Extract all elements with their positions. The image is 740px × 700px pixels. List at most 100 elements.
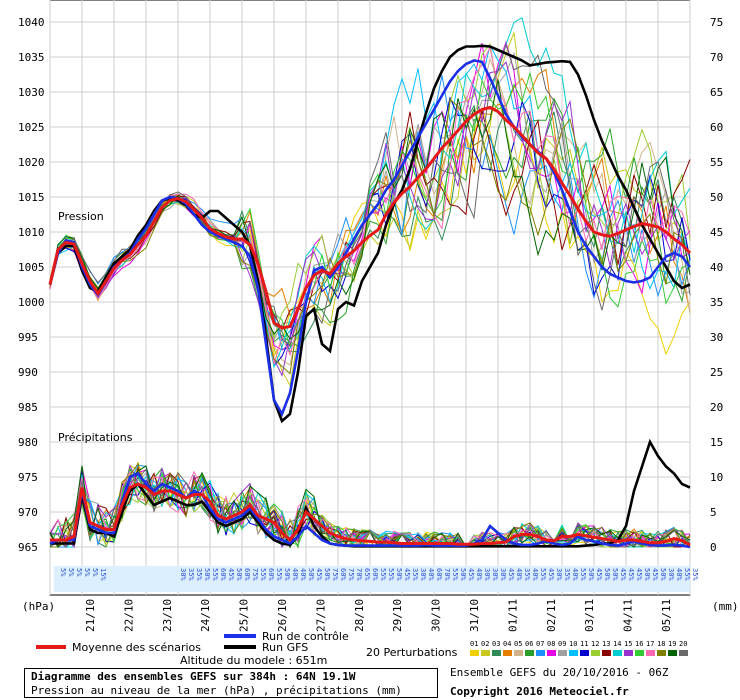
left-tick-label: 985	[18, 401, 38, 414]
x-tick-label: 28/10	[353, 599, 366, 632]
precip-probability: 5%	[83, 568, 91, 577]
perturbation-id: 17	[646, 640, 654, 648]
left-tick-label: 1010	[18, 226, 45, 239]
legend-perturbations-label: 20 Perturbations	[366, 646, 458, 659]
precip-probability: 65%	[363, 568, 371, 581]
precip-probability: 45%	[507, 568, 515, 581]
precip-probability: 60%	[339, 568, 347, 581]
x-axis-ticks: 21/10 22/10 23/10 24/10 25/10 26/10 27/10 28/10…	[84, 599, 673, 632]
perturbation-swatch	[580, 650, 589, 656]
precip-probability: 50%	[323, 568, 331, 581]
legend-gfs-label: Run GFS	[262, 641, 308, 654]
perturbation-id: 14	[613, 640, 621, 648]
perturbation-id: 11	[580, 640, 588, 648]
series-pressure-line	[48, 59, 692, 418]
perturbation-swatch	[569, 650, 578, 656]
precip-probability: 45%	[467, 568, 475, 581]
perturbation-color-legend: 01 02 03 04 05 06 07 08 09 10 11 12 13 14 15 16 17 18 19 20	[470, 640, 688, 656]
x-tick-label: 03/11	[583, 599, 596, 632]
perturbation-swatch	[602, 650, 611, 656]
perturbation-swatch	[514, 650, 523, 656]
perturbation-swatch	[558, 650, 567, 656]
precip-probability: 55%	[387, 568, 395, 581]
precip-probability: 30%	[555, 568, 563, 581]
precip-probability: 40%	[675, 568, 683, 581]
precip-probability: 40%	[427, 568, 435, 581]
perturbation-id: 04	[503, 640, 511, 648]
precip-probability: 50%	[203, 568, 211, 581]
precip-probability: 70%	[443, 568, 451, 581]
right-tick-label: 20	[710, 401, 723, 414]
perturbation-id: 12	[591, 640, 599, 648]
perturbation-id: 07	[536, 640, 544, 648]
left-tick-label: 1040	[18, 16, 45, 29]
precip-section-label: Précipitations	[58, 431, 133, 444]
left-tick-label: 975	[18, 471, 38, 484]
x-tick-label: 05/11	[660, 599, 673, 632]
title-box: Diagramme des ensembles GEFS sur 384h : …	[24, 668, 438, 698]
pressure-section-label: Pression	[58, 210, 104, 223]
left-tick-label: 1020	[18, 156, 45, 169]
x-tick-label: 24/10	[199, 599, 212, 632]
precip-probability: 55%	[451, 568, 459, 581]
ensemble-run-info: Ensemble GEFS du 20/10/2016 - 06Z	[450, 666, 669, 679]
right-tick-label: 45	[710, 226, 723, 239]
precip-probability: 50%	[235, 568, 243, 581]
precip-probability: 35%	[187, 568, 195, 581]
precip-probability: 55%	[259, 568, 267, 581]
perturbation-swatch	[525, 650, 534, 656]
perturbation-id: 03	[492, 640, 500, 648]
precip-probability: 40%	[291, 568, 299, 581]
perturbation-id: 13	[602, 640, 610, 648]
perturbation-id: 15	[624, 640, 632, 648]
series-precip-line	[50, 482, 691, 547]
left-tick-label: 1015	[18, 191, 45, 204]
precip-probability: 35%	[691, 568, 699, 581]
perturbation-swatch	[624, 650, 633, 656]
x-tick-label: 04/11	[622, 599, 635, 632]
right-tick-label: 5	[710, 506, 717, 519]
precip-probability: 45%	[547, 568, 555, 581]
left-tick-label: 980	[18, 436, 38, 449]
left-tick-label: 1030	[18, 86, 45, 99]
x-tick-label: 31/10	[468, 599, 481, 632]
precip-probability: 70%	[355, 568, 363, 581]
precip-probability: 45%	[315, 568, 323, 581]
series-precip-line	[49, 471, 691, 549]
model-altitude: Altitude du modele : 651m	[180, 654, 328, 667]
perturbation-id: 05	[514, 640, 522, 648]
perturbation-swatch	[635, 650, 644, 656]
right-tick-label: 40	[710, 261, 723, 274]
precip-probability: 40%	[515, 568, 523, 581]
precip-probability: 50%	[459, 568, 467, 581]
precip-probability: 45%	[627, 568, 635, 581]
precip-probability: 35%	[411, 568, 419, 581]
right-tick-label: 30	[710, 331, 723, 344]
precip-probability: 45%	[403, 568, 411, 581]
right-tick-label: 75	[710, 16, 723, 29]
perturbation-swatch	[492, 650, 501, 656]
perturbation-id: 16	[635, 640, 643, 648]
precip-probability: 5%	[59, 568, 67, 577]
precip-probability: 50%	[587, 568, 595, 581]
precip-probability: 50%	[395, 568, 403, 581]
perturbation-id: 01	[470, 640, 478, 648]
right-tick-label: 50	[710, 191, 723, 204]
precip-probability: 5%	[91, 568, 99, 577]
precip-probability: 30%	[667, 568, 675, 581]
right-tick-label: 0	[710, 541, 717, 554]
precip-probability: 5%	[75, 568, 83, 577]
perturbation-swatch	[547, 650, 556, 656]
precip-probability: 40%	[571, 568, 579, 581]
perturbation-swatch	[536, 650, 545, 656]
left-axis-unit: (hPa)	[22, 600, 55, 613]
precip-probability: 30%	[491, 568, 499, 581]
perturbation-swatch	[481, 650, 490, 656]
left-tick-label: 965	[18, 541, 38, 554]
right-tick-label: 35	[710, 296, 723, 309]
perturbation-swatch	[646, 650, 655, 656]
precip-probability: 50%	[643, 568, 651, 581]
x-tick-label: 29/10	[391, 599, 404, 632]
precip-probability: 50%	[659, 568, 667, 581]
